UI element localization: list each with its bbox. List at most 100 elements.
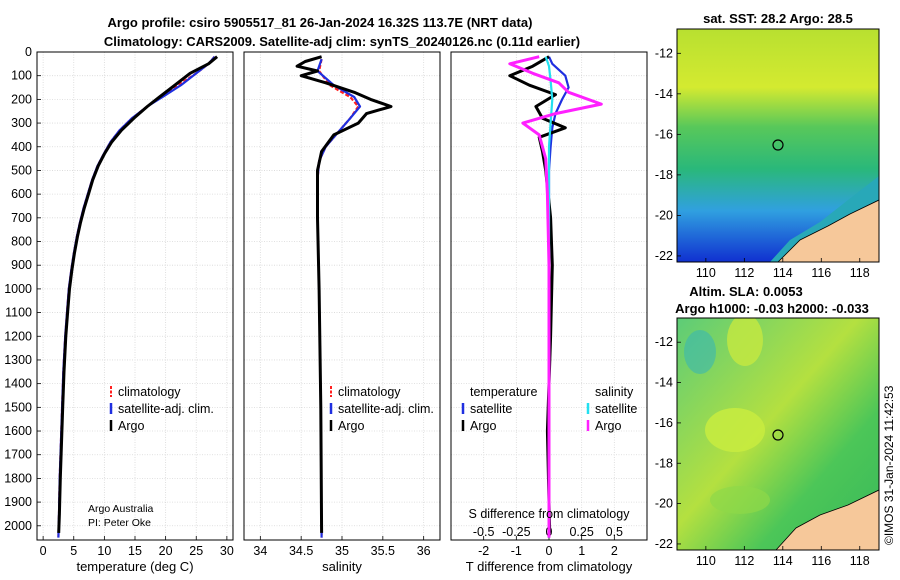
map-y-tick-label: -12 [655,46,673,60]
legend-climatology: climatology [338,385,401,399]
map-x-tick-label: 114 [773,554,793,568]
legend-sal-satellite: satellite [595,402,637,416]
map-y-tick-label: -20 [655,497,673,511]
map-x-tick-label: 118 [850,554,870,568]
x-tick-label: 34 [253,544,267,558]
y-tick-label: 2000 [4,519,32,533]
series-line-temperature-argo [508,55,567,533]
temperature-xlabel: temperature (deg C) [76,559,193,574]
y-tick-label: 800 [11,235,32,249]
map-y-tick-label: -18 [655,456,673,470]
map-y-tick-label: -22 [655,537,673,551]
y-tick-label: 900 [11,258,32,272]
y-tick-label: 100 [11,69,32,83]
map-y-tick-label: -18 [655,168,673,182]
top-tick-label: -0.5 [473,525,495,539]
y-tick-label: 700 [11,211,32,225]
plot-area [244,52,440,540]
y-tick-label: 1200 [4,329,32,343]
map-x-tick-label: 116 [811,266,831,280]
sla-map-title-line2: Argo h1000: -0.03 h2000: -0.033 [675,301,869,316]
series-line-argo [57,55,219,533]
legend-header-temperature: temperature [470,385,537,399]
y-tick-label: 1000 [4,282,32,296]
sla-map-title-line1: Altim. SLA: 0.0053 [689,284,802,299]
legend-sal-argo: Argo [595,419,621,433]
legend-argo: Argo [118,419,144,433]
map-x-tick-label: 118 [850,266,870,280]
salinity-panel: 34 34.5 35 35.5 36 [243,51,441,558]
map-y-tick-label: -16 [655,416,673,430]
x-tick-label: 0 [40,544,47,558]
credit-line2: PI: Peter Oke [88,517,151,529]
series-group [57,55,219,538]
series-line-salinity-argo [508,55,603,538]
x-tick-label: -1 [511,544,522,558]
top-tick-label: 0.5 [606,525,623,539]
y-tick-label: 600 [11,187,32,201]
y-tick-label: 1700 [4,448,32,462]
sst-map-axes: 110 112 114 116 118 -12 -14 -16 -18 -20 -22 [655,46,870,280]
series-group [295,55,393,538]
map-y-tick-label: -20 [655,208,673,222]
sla-map [677,318,879,550]
temperature-legend: climatology satellite-adj. clim. Argo [109,385,214,433]
y-tick-label: 1500 [4,400,32,414]
x-tick-label: 1 [578,544,585,558]
timestamp: ©IMOS 31-Jan-2024 11:42:53 [882,385,896,545]
difference-legend: temperature salinity satellite Argo sate… [461,385,637,433]
x-tick-label: 0 [546,544,553,558]
legend-climatology: climatology [118,385,181,399]
sla-map-axes: 110 112 114 116 118 -12 -14 -16 -18 -20 -22 [655,335,870,568]
x-tick-label: 10 [97,544,111,558]
y-tick-label: 1400 [4,377,32,391]
map-x-tick-label: 116 [811,554,831,568]
salinity-legend: climatology satellite-adj. clim. Argo [329,385,434,433]
plot-frame [243,51,441,541]
plot-frame [450,51,648,541]
x-tick-label: 25 [189,544,203,558]
credit-line1: Argo Australia [88,503,154,515]
x-tick-label: 35 [335,544,349,558]
y-tick-label: 1600 [4,424,32,438]
y-tick-label: 500 [11,163,32,177]
sst-argo-marker [772,139,784,151]
x-tick-label: 35.5 [371,544,395,558]
y-tick-label: 1800 [4,471,32,485]
top-tick-label: 0.25 [569,525,593,539]
x-tick-label: 5 [70,544,77,558]
header-line1: Argo profile: csiro 5905517_81 26-Jan-20… [108,15,533,30]
legend-temp-satellite: satellite [470,402,512,416]
y-tick-label: 0 [25,45,32,59]
difference-panel: -2 -1 0 1 2-0.5 -0.25 0 0.25 0.5 [450,51,648,558]
legend-argo: Argo [338,419,364,433]
sla-argo-marker [772,429,784,441]
difference-xlabel: T difference from climatology [466,559,633,574]
y-tick-label: 1300 [4,353,32,367]
legend-satellite-adj: satellite-adj. clim. [118,402,214,416]
sst-map-title: sat. SST: 28.2 Argo: 28.5 [703,11,853,26]
x-tick-label: 2 [611,544,618,558]
y-tick-label: 200 [11,92,32,106]
y-tick-label: 1100 [5,306,32,320]
sst-map [677,29,879,262]
series-line-argo [295,55,393,533]
map-y-tick-label: -22 [655,249,673,263]
land-mass [775,489,879,550]
map-y-tick-label: -12 [655,335,673,349]
x-tick-label: 30 [220,544,234,558]
x-tick-label: -2 [478,544,489,558]
map-x-tick-label: 112 [734,266,754,280]
difference-top-label: S difference from climatology [469,507,631,521]
map-y-tick-label: -16 [655,127,673,141]
legend-header-salinity: salinity [595,385,634,399]
legend-satellite-adj: satellite-adj. clim. [338,402,434,416]
y-tick-label: 300 [11,116,32,130]
legend-temp-argo: Argo [470,419,496,433]
plot-frame [36,51,234,541]
x-tick-label: 15 [128,544,142,558]
map-x-tick-label: 114 [773,266,793,280]
map-y-tick-label: -14 [655,87,673,101]
map-y-tick-label: -14 [655,376,673,390]
